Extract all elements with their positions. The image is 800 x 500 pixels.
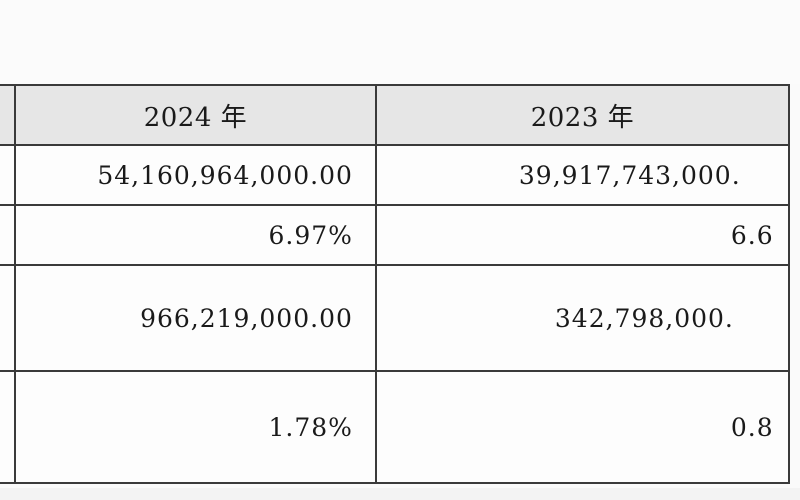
value-2024: 6.97% [14,204,377,266]
value-2023: 342,798,000. [374,264,791,372]
value-2024: 1.78% [14,370,377,484]
row-label [0,370,16,484]
value-2024: 54,160,964,000.00 [14,144,377,206]
value-2023: 6.6 [374,204,791,266]
header-cell-2024: 2024 年 [14,84,377,146]
header-cell-2023: 2023 年 [374,84,791,146]
top-margin [0,0,800,84]
table-row: 966,219,000.00 342,798,000. [0,264,791,372]
value-2023: 0.8 [374,370,791,484]
value-2023: 39,917,743,000. [374,144,791,206]
header-cell-label [0,84,16,146]
table-row: 1.78% 0.8 [0,370,791,484]
row-label [0,264,16,372]
row-label [0,204,16,266]
bottom-margin [0,488,800,500]
financial-table: 2024 年 2023 年 54,160,964,000.00 39,917,7… [0,84,791,484]
table-row: 6.97% 6.6 [0,204,791,266]
value-2024: 966,219,000.00 [14,264,377,372]
row-label [0,144,16,206]
table-row: 54,160,964,000.00 39,917,743,000. [0,144,791,206]
table-header-row: 2024 年 2023 年 [0,84,791,146]
